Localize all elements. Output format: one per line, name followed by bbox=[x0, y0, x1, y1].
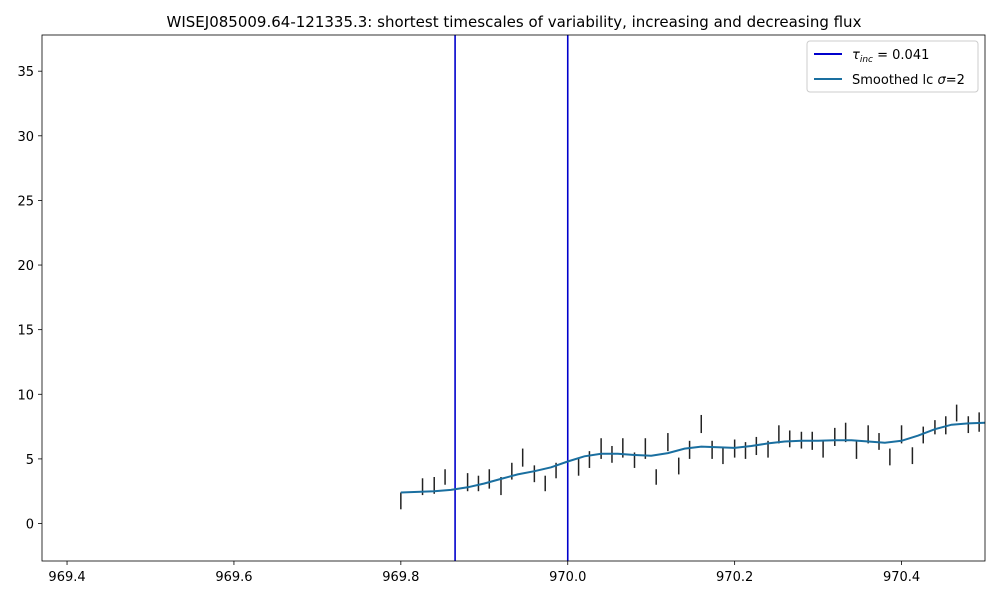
x-tick-label: 970.0 bbox=[549, 570, 586, 585]
legend-tau-subscript: inc bbox=[860, 55, 873, 65]
legend-tau: τ bbox=[852, 48, 860, 63]
x-axis: 969.4 969.6 969.8 970.0 970.2 970.4 bbox=[48, 561, 920, 585]
y-tick-label: 0 bbox=[26, 518, 34, 533]
y-tick-label: 35 bbox=[17, 65, 34, 80]
plot-frame bbox=[41, 34, 986, 562]
smoothed-lightcurve-line bbox=[400, 421, 986, 494]
x-tick-label: 969.8 bbox=[382, 570, 419, 585]
x-tick-label: 969.6 bbox=[215, 570, 252, 585]
x-tick-label: 969.4 bbox=[48, 570, 85, 585]
legend-label-smoothed: Smoothed lc σ=2 bbox=[852, 73, 965, 88]
x-tick-label: 970.2 bbox=[716, 570, 753, 585]
y-tick-label: 30 bbox=[17, 130, 34, 145]
y-tick-label: 10 bbox=[17, 388, 34, 403]
legend-label-vertical-lines: τinc = 0.041 bbox=[852, 48, 929, 65]
y-axis: 0 5 10 15 20 25 30 35 bbox=[17, 65, 42, 533]
y-tick-label: 25 bbox=[17, 194, 34, 209]
chart-title: WISEJ085009.64-121335.3: shortest timesc… bbox=[167, 13, 862, 31]
legend-box bbox=[806, 40, 979, 93]
legend-smoothed-text: Smoothed lc bbox=[852, 73, 937, 88]
plot-area bbox=[400, 35, 986, 561]
x-tick-label: 970.4 bbox=[883, 570, 920, 585]
y-tick-label: 15 bbox=[17, 324, 34, 339]
legend: τinc = 0.041 Smoothed lc σ=2 bbox=[806, 40, 979, 93]
y-tick-label: 20 bbox=[17, 259, 34, 274]
legend-sigma-value: =2 bbox=[946, 73, 965, 88]
legend-tau-value: = 0.041 bbox=[873, 48, 929, 63]
legend-sigma: σ bbox=[937, 73, 946, 88]
y-tick-label: 5 bbox=[26, 453, 34, 468]
